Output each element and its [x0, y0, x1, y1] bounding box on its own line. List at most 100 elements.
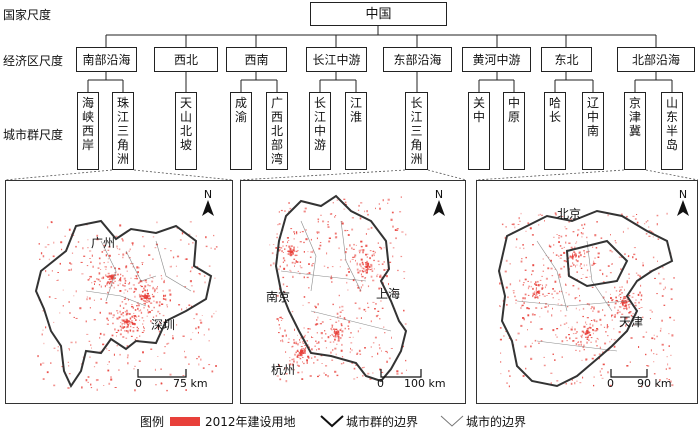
landuse-dot: [143, 299, 146, 303]
landuse-dot: [146, 289, 148, 292]
landuse-dot: [75, 341, 77, 344]
landuse-dot: [188, 304, 191, 306]
landuse-dot: [622, 230, 624, 233]
landuse-dot: [140, 309, 142, 312]
landuse-dot: [192, 332, 194, 334]
landuse-dot: [607, 371, 609, 374]
landuse-dot: [552, 288, 554, 290]
landuse-dot: [373, 252, 375, 254]
landuse-dot: [558, 235, 561, 237]
landuse-dot: [122, 327, 125, 329]
landuse-dot: [331, 333, 333, 335]
landuse-dot: [616, 312, 619, 315]
landuse-dot: [112, 275, 115, 277]
landuse-dot: [327, 266, 329, 269]
landuse-dot: [552, 307, 553, 310]
landuse-dot: [303, 251, 305, 253]
landuse-dot: [344, 251, 347, 254]
landuse-dot: [138, 281, 141, 283]
landuse-dot: [535, 294, 537, 297]
landuse-dot: [289, 247, 292, 250]
landuse-dot: [353, 367, 356, 370]
landuse-dot: [359, 327, 362, 329]
landuse-dot: [138, 266, 140, 269]
landuse-dot: [632, 292, 635, 295]
landuse-dot: [321, 337, 323, 339]
landuse-dot: [670, 288, 673, 291]
landuse-dot: [318, 374, 321, 376]
landuse-dot: [574, 246, 576, 249]
landuse-dot: [107, 364, 109, 365]
landuse-dot: [117, 284, 120, 287]
landuse-dot: [73, 316, 75, 318]
landuse-dot: [47, 244, 50, 246]
landuse-dot: [300, 336, 302, 339]
landuse-dot: [118, 316, 121, 318]
landuse-dot: [128, 257, 131, 259]
landuse-dot: [343, 317, 346, 320]
landuse-dot: [334, 216, 336, 218]
landuse-dot: [284, 367, 286, 369]
landuse-dot: [127, 325, 129, 328]
landuse-dot: [524, 269, 527, 271]
landuse-dot: [572, 262, 574, 265]
region-northwest: 西北: [154, 47, 218, 72]
landuse-dot: [656, 223, 658, 226]
landuse-dot: [572, 257, 574, 259]
landuse-dot: [136, 326, 138, 329]
landuse-dot: [558, 299, 560, 301]
landuse-dot: [507, 296, 509, 299]
landuse-dot: [602, 309, 604, 311]
landuse-dot: [90, 344, 92, 346]
landuse-dot: [391, 211, 394, 214]
landuse-dot: [79, 307, 82, 310]
landuse-dot: [552, 252, 554, 254]
landuse-dot: [108, 282, 111, 285]
landuse-dot: [390, 218, 393, 221]
landuse-dot: [145, 279, 147, 282]
landuse-dot: [528, 307, 530, 310]
landuse-dot: [120, 322, 122, 324]
landuse-dot: [337, 330, 339, 332]
landuse-dot: [547, 305, 549, 307]
landuse-dot: [578, 344, 580, 346]
landuse-dot: [169, 265, 171, 268]
landuse-dot: [564, 226, 566, 228]
landuse-dot: [305, 238, 308, 241]
landuse-dot: [205, 245, 208, 248]
landuse-dot: [405, 359, 407, 362]
landuse-dot: [595, 247, 598, 249]
landuse-dot: [581, 224, 583, 227]
landuse-dot: [619, 289, 622, 291]
landuse-dot: [607, 335, 609, 337]
landuse-dot: [633, 247, 636, 249]
landuse-dot: [144, 285, 147, 288]
cluster-label: 关中: [472, 96, 485, 124]
landuse-dot: [303, 327, 305, 329]
landuse-dot: [315, 306, 317, 309]
landuse-dot: [577, 233, 579, 236]
landuse-dot: [114, 267, 116, 270]
landuse-dot: [146, 300, 149, 302]
landuse-dot: [509, 283, 512, 286]
landuse-dot: [96, 238, 99, 241]
landuse-dot: [386, 360, 388, 363]
map-graphic: [34, 219, 218, 392]
landuse-dot: [117, 318, 120, 320]
landuse-dot: [126, 330, 129, 332]
landuse-dot: [596, 345, 598, 347]
landuse-dot: [542, 270, 544, 272]
landuse-dot: [297, 349, 299, 352]
landuse-dot: [619, 293, 622, 295]
landuse-dot: [363, 267, 365, 269]
landuse-dot: [333, 335, 335, 338]
landuse-dot: [585, 276, 588, 278]
landuse-dot: [93, 299, 95, 301]
landuse-dot: [336, 374, 339, 377]
landuse-dot: [531, 342, 533, 344]
landuse-dot: [320, 214, 322, 216]
landuse-dot: [659, 379, 661, 381]
landuse-dot: [367, 285, 370, 288]
landuse-dot: [278, 246, 281, 248]
landuse-dot: [624, 253, 626, 255]
